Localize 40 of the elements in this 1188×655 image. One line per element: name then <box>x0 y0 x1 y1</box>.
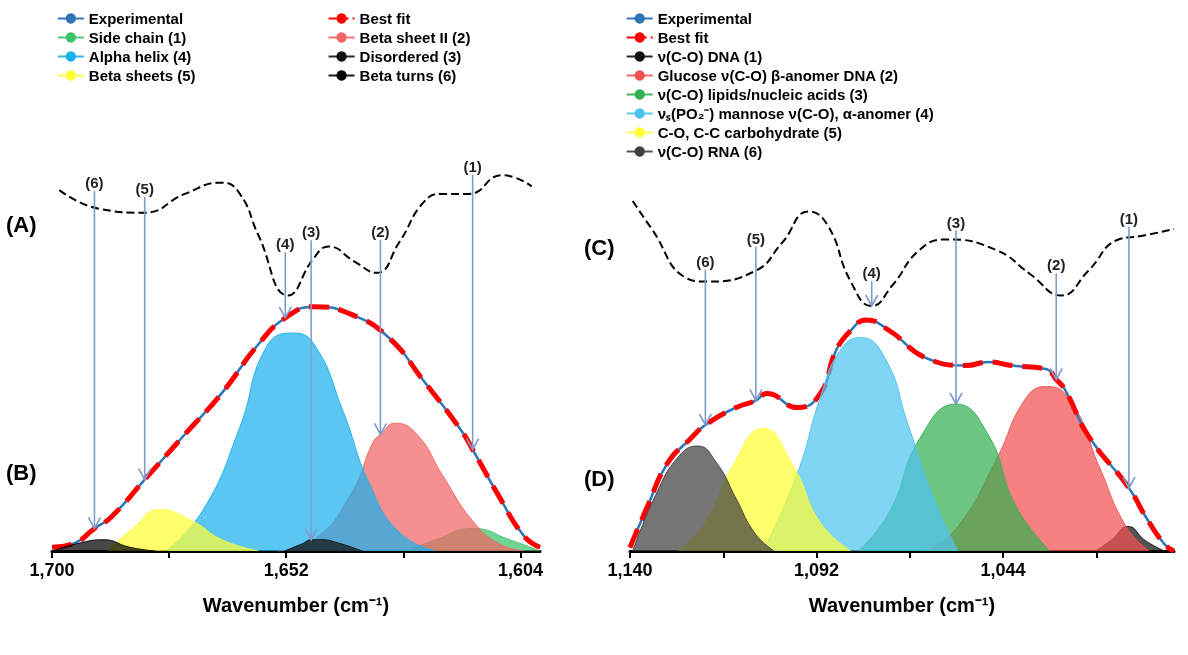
annotation: (1) <box>1119 209 1139 227</box>
legend-label: C-O, C-C carbohydrate (5) <box>657 124 842 141</box>
text: (D) <box>584 465 615 491</box>
x-axis-title: Wavenumber (cm⁻¹) <box>808 594 996 616</box>
annotation: (1) <box>463 157 482 175</box>
legend-label: Experimental <box>657 10 752 27</box>
x-axis-title: Wavenumber (cm⁻¹) <box>202 594 390 616</box>
legend-label: ν(C-O) RNA (6) <box>657 143 763 160</box>
x-tick-label: 1,652 <box>263 560 309 580</box>
annotation: (3) <box>301 223 321 241</box>
legend-label: Best fit <box>359 10 411 27</box>
annotation: (6) <box>696 252 715 270</box>
x-tick-label: 1,044 <box>980 560 1026 580</box>
legend-label: Experimental <box>88 10 184 27</box>
annotation: (4) <box>276 235 295 253</box>
annotation: (4) <box>862 263 881 281</box>
annotation: (5) <box>746 229 766 247</box>
annotation: (6) <box>85 173 104 191</box>
x-tick-label: 1,700 <box>29 560 75 580</box>
legend-label: Glucose ν(C-O) β-anomer DNA (2) <box>657 67 898 84</box>
legend-label: νₛ(PO₂⁻) mannose ν(C-O), α-anomer (4) <box>657 105 934 122</box>
legend-label: ν(C-O) DNA (1) <box>657 48 763 65</box>
text: (C) <box>584 234 615 260</box>
x-tick-label: 1,140 <box>607 560 653 580</box>
legend-label: Disordered (3) <box>359 48 462 65</box>
legend-label: ν(C-O) lipids/nucleic acids (3) <box>657 86 868 103</box>
legend-label: Alpha helix (4) <box>88 48 192 65</box>
x-tick-label: 1,604 <box>497 560 543 580</box>
annotation: (2) <box>371 222 390 240</box>
legend-label: Beta sheets (5) <box>88 67 196 84</box>
text: (B) <box>6 460 37 486</box>
annotation: (3) <box>946 213 966 231</box>
annotation: (5) <box>135 179 154 197</box>
legend-label: Beta turns (6) <box>359 67 457 84</box>
legend-label: Beta sheet II (2) <box>359 29 471 46</box>
legend-label: Side chain (1) <box>88 29 187 46</box>
annotation: (2) <box>1047 256 1066 274</box>
text: (A) <box>6 212 37 238</box>
legend-label: Best fit <box>657 29 709 46</box>
x-tick-label: 1,092 <box>793 560 840 580</box>
